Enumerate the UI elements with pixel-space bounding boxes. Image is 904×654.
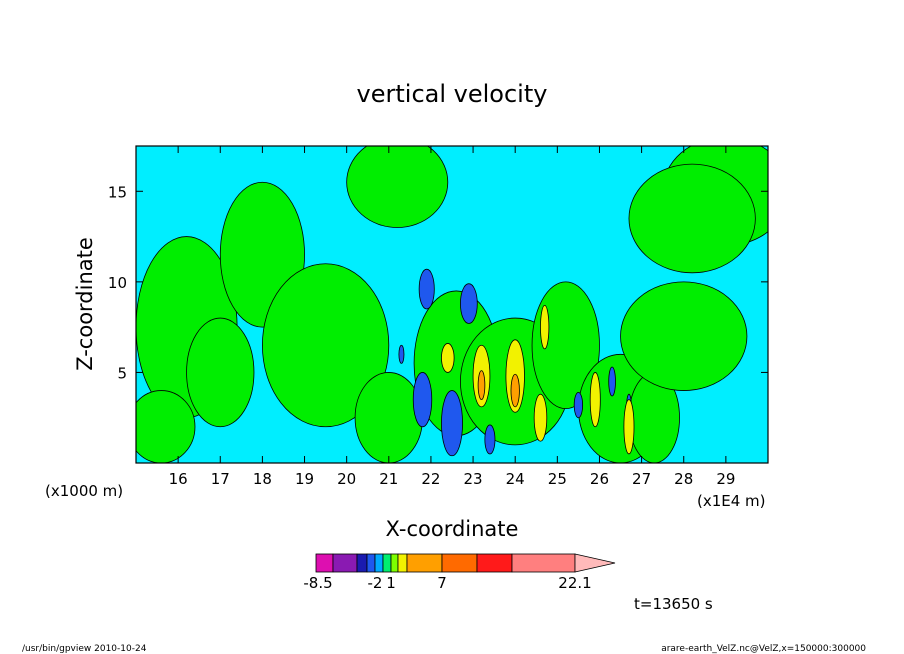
x-tick-label: 20 [337, 470, 356, 488]
x-unit-right: (x1E4 m) [697, 492, 766, 510]
x-tick-label: 19 [295, 470, 314, 488]
colorbar-segment [406, 553, 443, 573]
strong-updraft-region-3 [533, 393, 548, 442]
colorbar-segment [441, 553, 478, 573]
downdraft-region-6 [573, 391, 584, 419]
x-tick-label: 16 [169, 470, 188, 488]
colorbar-label: -8.5 [303, 574, 332, 592]
updraft-region-4 [354, 372, 423, 463]
updraft-region-1 [136, 390, 196, 463]
x-axis-label: X-coordinate [386, 517, 519, 541]
colorbar-segment [382, 553, 392, 573]
plot-area [136, 146, 768, 463]
updraft-region-3 [261, 263, 390, 428]
colorbar: -8.5 -2 1 7 22.1 [303, 553, 616, 592]
x-tick-label: 27 [632, 470, 651, 488]
strong-updraft-region-5 [589, 372, 601, 428]
x-tick-label: 25 [548, 470, 567, 488]
updraft-region-13 [628, 163, 756, 274]
colorbar-segment [390, 553, 399, 573]
x-tick-label: 23 [464, 470, 483, 488]
y-axis-label: Z-coordinate [73, 237, 97, 371]
updraft-region-11 [620, 281, 748, 391]
updraft-region-8 [531, 281, 600, 410]
colorbar-label: 1 [386, 574, 396, 592]
strong-updraft-region-4 [540, 305, 550, 350]
colorbar-segment [511, 553, 576, 573]
downdraft-region-5 [398, 344, 405, 364]
colorbar-segment [356, 553, 368, 573]
colorbar-label: 7 [437, 574, 447, 592]
colorbar-arrow [574, 553, 616, 573]
downdraft-region-0 [418, 268, 435, 310]
downdraft-region-7 [608, 366, 616, 397]
y-tick-label: 5 [117, 364, 127, 382]
x-tick-label: 21 [379, 470, 398, 488]
colorbar-segment [476, 553, 513, 573]
x-tick-label: 18 [253, 470, 272, 488]
colorbar-segment [374, 553, 384, 573]
x-tick-label: 26 [590, 470, 609, 488]
y-tick-label: 10 [108, 274, 127, 292]
downdraft-region-3 [441, 390, 463, 457]
colorbar-segment [332, 553, 358, 573]
x-tick-label: 22 [421, 470, 440, 488]
colorbar-label: 22.1 [558, 574, 591, 592]
updraft-region-5 [346, 146, 449, 228]
footer-right: arare-earth_VelZ.nc@VelZ,x=150000:300000 [661, 644, 866, 654]
time-label: t=13650 s [634, 595, 713, 613]
footer-left: /usr/bin/gpview 2010-10-24 [22, 644, 147, 654]
colorbar-segment [397, 553, 408, 573]
chart-title: vertical velocity [357, 80, 548, 108]
downdraft-region-4 [484, 424, 496, 455]
strong-updraft-region-0 [441, 343, 455, 373]
strong-updraft-region-6 [623, 399, 635, 455]
x-tick-label: 24 [506, 470, 525, 488]
x-tick-label: 29 [716, 470, 735, 488]
colorbar-segment [315, 553, 334, 573]
x-tick-label: 28 [674, 470, 693, 488]
orange-core-region-1 [510, 373, 520, 408]
plot-frame [135, 145, 769, 464]
y-tick-label: 15 [108, 183, 127, 201]
x-tick-label: 17 [211, 470, 230, 488]
downdraft-region-2 [412, 372, 433, 428]
colorbar-segment [366, 553, 376, 573]
colorbar-label: -2 [368, 574, 383, 592]
x-unit-left: (x1000 m) [45, 482, 123, 500]
orange-core-region-0 [477, 370, 486, 401]
updraft-region-14 [186, 317, 255, 428]
downdraft-region-1 [460, 283, 478, 324]
